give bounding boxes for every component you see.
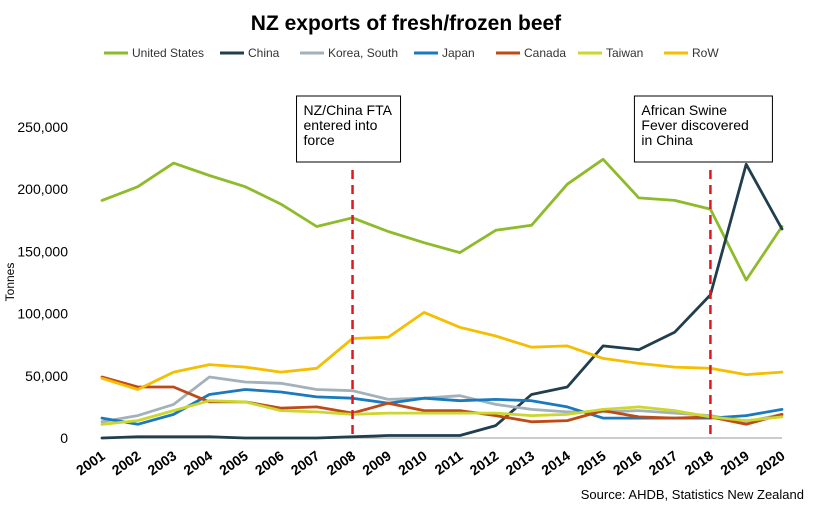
series-line-row (100, 310, 784, 391)
x-tick-label: 2011 (432, 447, 466, 478)
x-tick-label: 2002 (109, 447, 144, 478)
series-line-united-states (100, 157, 784, 282)
annotation-box (633, 95, 773, 163)
y-tick-label: 50,000 (25, 368, 68, 384)
x-tick-label: 2016 (610, 447, 645, 478)
x-axis: 2001 2002 2003 2004 2005 2006 2007 2008 2009 2010… (73, 447, 788, 478)
y-axis-label: Tonnes (3, 263, 17, 302)
series-line-korea-south (100, 375, 784, 424)
annotation-box (296, 95, 402, 163)
x-tick-label: 2010 (395, 447, 430, 478)
y-tick-label: 0 (60, 430, 68, 446)
y-tick-label: 100,000 (17, 306, 68, 322)
x-tick-label: 2020 (753, 447, 788, 478)
annotation-text: in China (641, 132, 693, 148)
x-tick-label: 2019 (717, 447, 752, 478)
annotation-text: entered into (304, 117, 378, 133)
annotation-text: African Swine (641, 102, 727, 118)
series-line-china (100, 162, 784, 440)
legend-label-taiwan: Taiwan (606, 46, 643, 60)
legend-label-united-states: United States (132, 46, 204, 60)
x-tick-label: 2003 (145, 447, 180, 478)
chart-title: NZ exports of fresh/frozen beef (251, 12, 562, 35)
annotation-text: NZ/China FTA (304, 102, 393, 118)
legend-label-korea-south: Korea, South (328, 46, 398, 60)
y-tick-label: 250,000 (17, 119, 68, 135)
x-tick-label: 2008 (324, 447, 359, 478)
series-line-taiwan (100, 399, 784, 426)
x-tick-label: 2014 (538, 447, 573, 478)
x-tick-label: 2006 (252, 447, 287, 478)
legend: United States China Korea, South Japan Canad… (104, 46, 719, 60)
annotation-text: force (304, 132, 335, 148)
x-tick-label: 2015 (574, 447, 609, 478)
series-layer (100, 157, 784, 440)
annotation-text: Fever discovered (641, 117, 748, 133)
y-axis: 0 50,000 100,000 150,000 200,000 250,000 (17, 119, 782, 446)
x-tick-label: 2009 (359, 447, 394, 478)
x-tick-label: 2012 (467, 447, 502, 478)
x-tick-label: 2017 (646, 447, 681, 478)
legend-label-china: China (248, 46, 280, 60)
x-tick-label: 2007 (288, 447, 323, 478)
x-tick-label: 2005 (216, 447, 251, 478)
source-note: Source: AHDB, Statistics New Zealand (581, 487, 804, 502)
x-tick-label: 2018 (681, 447, 716, 478)
x-tick-label: 2001 (73, 447, 108, 478)
x-tick-label: 2004 (180, 447, 215, 478)
legend-label-row: RoW (692, 46, 719, 60)
y-tick-label: 200,000 (17, 181, 68, 197)
x-tick-label: 2013 (502, 447, 537, 478)
legend-label-canada: Canada (524, 46, 566, 60)
legend-label-japan: Japan (442, 46, 475, 60)
y-tick-label: 150,000 (17, 243, 68, 259)
